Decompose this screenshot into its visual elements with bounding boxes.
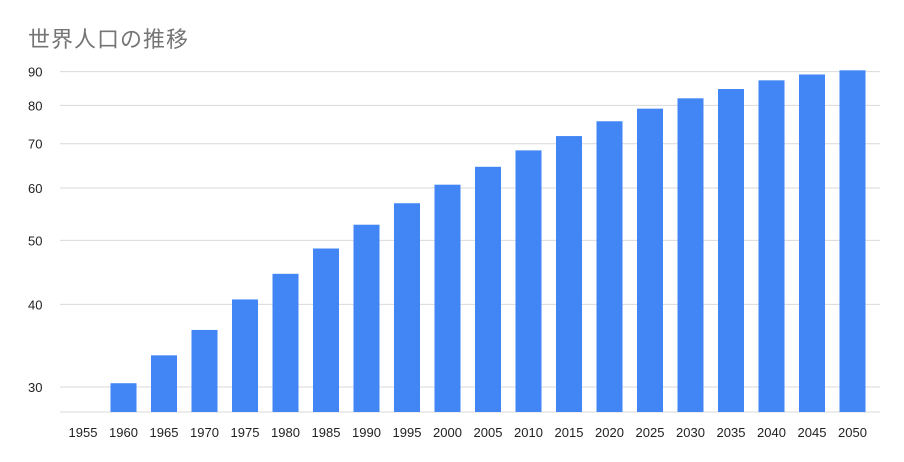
bar-1965 — [151, 355, 177, 412]
y-tick-label: 70 — [28, 137, 42, 152]
bar-1985 — [313, 248, 339, 412]
x-tick-label: 2015 — [555, 425, 584, 440]
bar-1995 — [394, 203, 420, 412]
bar-1960 — [110, 383, 137, 412]
x-tick-label: 2035 — [717, 425, 746, 440]
bar-1980 — [272, 273, 299, 412]
x-tick-label: 1960 — [109, 425, 138, 440]
bar-2035 — [718, 89, 744, 413]
x-tick-label: 2050 — [838, 425, 867, 440]
bar-2030 — [677, 98, 704, 413]
y-axis-ticks: 30 40 50 60 70 80 90 — [28, 65, 42, 395]
x-tick-label: 1970 — [190, 425, 219, 440]
y-tick-label: 30 — [28, 380, 42, 395]
y-tick-label: 60 — [28, 181, 42, 196]
y-tick-label: 90 — [28, 65, 42, 80]
bar-2045 — [799, 74, 825, 412]
bars — [110, 70, 866, 413]
y-tick-label: 40 — [28, 297, 42, 312]
x-tick-label: 2020 — [595, 425, 624, 440]
x-tick-label: 2010 — [514, 425, 543, 440]
bar-2050 — [839, 70, 866, 412]
bar-2040 — [758, 80, 785, 412]
bar-2020 — [596, 121, 623, 413]
x-tick-label: 1965 — [150, 425, 179, 440]
x-tick-label: 1990 — [352, 425, 381, 440]
x-tick-label: 1985 — [312, 425, 341, 440]
x-tick-label: 2030 — [676, 425, 705, 440]
bar-1970 — [191, 329, 218, 412]
bar-2000 — [434, 184, 461, 412]
x-tick-label: 2005 — [474, 425, 503, 440]
x-tick-label: 2040 — [757, 425, 786, 440]
x-tick-label: 1980 — [271, 425, 300, 440]
x-tick-label: 1955 — [69, 425, 98, 440]
x-tick-label: 2045 — [798, 425, 827, 440]
chart-title: 世界人口の推移 — [28, 28, 190, 53]
bar-2010 — [515, 150, 542, 412]
y-tick-label: 80 — [28, 98, 42, 113]
x-tick-label: 2025 — [636, 425, 665, 440]
bar-2005 — [475, 166, 501, 412]
x-tick-label: 1995 — [393, 425, 422, 440]
bar-2025 — [637, 108, 663, 412]
bar-2015 — [556, 136, 582, 413]
x-axis-ticks: 1955 1960 1965 1970 1975 1980 1985 1990 1995 2000… — [69, 425, 867, 440]
x-tick-label: 2000 — [433, 425, 462, 440]
bar-1975 — [232, 299, 258, 412]
x-tick-label: 1975 — [231, 425, 260, 440]
y-tick-label: 50 — [28, 233, 42, 248]
bar-1990 — [353, 224, 380, 412]
gridlines — [60, 71, 880, 413]
